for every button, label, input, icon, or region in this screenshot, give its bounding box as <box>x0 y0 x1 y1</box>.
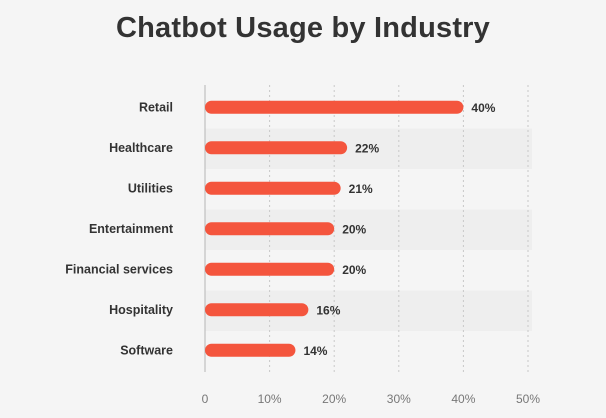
value-label: 20% <box>342 222 366 236</box>
bar <box>205 303 309 317</box>
category-label: Financial services <box>65 262 173 276</box>
value-label: 20% <box>342 263 366 277</box>
category-labels: Retail Healthcare Utilities Entertainment Fi… <box>65 100 174 357</box>
row-bands <box>205 128 532 331</box>
chart-title: Chatbot Usage by Industry <box>116 12 490 44</box>
bar <box>205 262 335 276</box>
bar <box>205 222 335 236</box>
bar <box>205 100 464 114</box>
value-label: 14% <box>303 344 327 358</box>
value-label: 22% <box>355 141 379 155</box>
x-tick-label: 0 <box>202 392 209 406</box>
category-label: Hospitality <box>109 303 173 317</box>
x-tick-label: 10% <box>258 392 282 406</box>
bar <box>205 343 296 357</box>
value-label: 40% <box>471 101 495 115</box>
x-tick-label: 50% <box>516 392 540 406</box>
category-label: Entertainment <box>89 222 174 236</box>
bar <box>205 141 348 155</box>
category-label: Utilities <box>128 181 173 195</box>
x-tick-label: 30% <box>387 392 411 406</box>
x-tick-label: 40% <box>451 392 475 406</box>
category-label: Retail <box>139 100 173 114</box>
value-labels: 40% 22% 21% 20% 20% 16% 14% <box>303 101 495 358</box>
value-label: 16% <box>316 303 340 317</box>
x-tick-label: 20% <box>322 392 346 406</box>
x-tick-labels: 0 10% 20% 30% 40% 50% <box>202 392 541 406</box>
value-label: 21% <box>349 182 373 196</box>
category-label: Healthcare <box>109 141 173 155</box>
category-label: Software <box>120 343 173 357</box>
bars <box>205 100 464 357</box>
bar <box>205 181 341 195</box>
